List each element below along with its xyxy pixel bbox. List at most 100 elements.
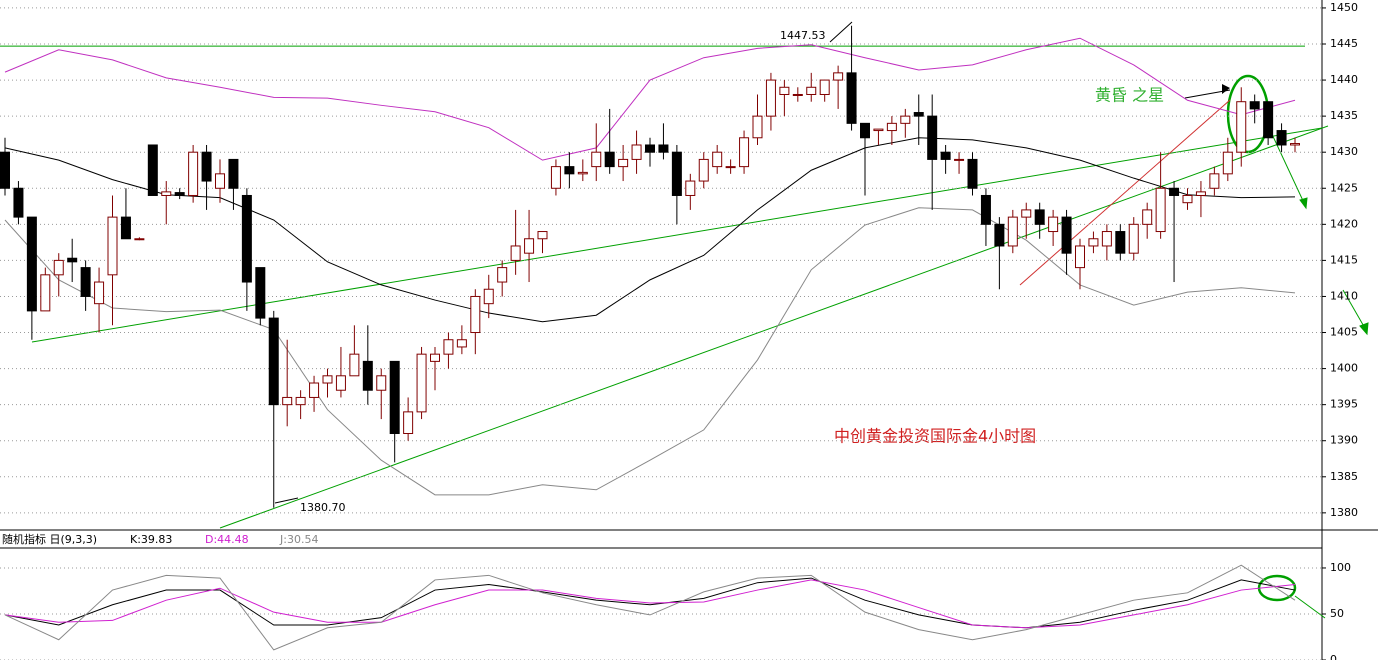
candle-body: [739, 137, 750, 168]
y-tick-label: 1425: [1330, 181, 1358, 194]
y-tick-label: 1410: [1330, 289, 1358, 302]
candle-body: [416, 353, 427, 413]
candle-body: [927, 115, 938, 160]
candle-body: [335, 375, 346, 391]
candle-body: [376, 375, 387, 391]
candle-body: [819, 79, 830, 95]
trend-line: [219, 125, 1329, 529]
y-tick-label: 1440: [1330, 73, 1358, 86]
candle-body: [1236, 101, 1247, 153]
y-tick-label: 1430: [1330, 145, 1358, 158]
candle-body: [1075, 245, 1085, 269]
y-tick-label: 0: [1330, 653, 1337, 660]
arrowhead: [1299, 197, 1308, 210]
legend-entry: K:39.83: [130, 533, 172, 546]
candle-body: [120, 216, 131, 240]
y-tick-label: 1385: [1330, 470, 1358, 483]
y-tick-label: 1435: [1330, 109, 1358, 122]
candle-body: [13, 187, 24, 218]
candle-body: [147, 144, 158, 196]
candle-body: [846, 72, 857, 124]
candle-body: [860, 122, 870, 139]
candle-body: [564, 166, 575, 175]
y-tick-label: 1380: [1330, 506, 1358, 519]
y-tick-label: 1445: [1330, 37, 1358, 50]
candle-body: [1021, 209, 1032, 218]
candle-body: [550, 166, 561, 189]
line: [4, 577, 1296, 629]
candle-body: [309, 382, 320, 398]
candle-body: [1115, 231, 1126, 254]
candle-body: [671, 151, 682, 196]
candle-body: [591, 151, 602, 168]
candle-body: [779, 86, 790, 95]
candle-body: [1101, 231, 1112, 247]
candle-body: [282, 396, 293, 406]
candle-body: [631, 144, 642, 160]
candle-body: [1290, 143, 1300, 146]
candle-body: [698, 158, 709, 182]
y-tick-label: 1420: [1330, 217, 1358, 230]
low-label: 1380.70: [300, 501, 346, 514]
indicator-title: 随机指标 日(9,3,3): [2, 532, 97, 546]
watermark: 中创黄金投资国际金4小时图: [834, 427, 1036, 446]
y-tick-label: 1400: [1330, 362, 1358, 375]
candle-body: [470, 295, 481, 334]
candle-body: [403, 411, 414, 435]
high-pointer: [829, 21, 853, 43]
candle-body: [389, 360, 400, 435]
candle-body: [873, 128, 884, 132]
candle-body: [604, 151, 615, 168]
candle-body: [645, 144, 655, 153]
y-tick-label: 1450: [1330, 1, 1358, 14]
candle-body: [685, 180, 696, 196]
candle-body: [1263, 101, 1274, 139]
candle-body: [1222, 151, 1233, 175]
candle-body: [1034, 209, 1045, 225]
candle-body: [1209, 173, 1220, 189]
candle-body: [174, 192, 185, 196]
candle-body: [1061, 216, 1072, 254]
candle-body: [537, 231, 548, 240]
candle-body: [26, 216, 37, 312]
candle-body: [456, 339, 467, 348]
candle-body: [322, 375, 333, 384]
legend-entry: J:30.54: [279, 533, 318, 546]
candle-body: [1169, 187, 1180, 196]
candle-body: [443, 339, 454, 355]
candle-body: [980, 194, 991, 225]
candle-body: [0, 151, 10, 189]
candle-body: [1048, 216, 1059, 233]
candle-body: [792, 93, 803, 96]
legend-entry: D:44.48: [205, 533, 249, 546]
candle-body: [255, 267, 266, 319]
candle-body: [1182, 194, 1193, 204]
y-tick-label: 1390: [1330, 434, 1358, 447]
candle-body: [510, 245, 521, 261]
candle-body: [618, 158, 629, 168]
candle-body: [201, 151, 212, 182]
candle-body: [349, 353, 360, 377]
candle-body: [188, 151, 199, 196]
red-trend-line: [1019, 99, 1231, 286]
candle-body: [241, 194, 252, 283]
candle-body: [40, 274, 51, 312]
candle-body: [752, 115, 763, 139]
candle-body: [497, 267, 508, 283]
line: [4, 579, 1296, 629]
candle-body: [1088, 238, 1099, 247]
y-tick-label: 1405: [1330, 326, 1358, 339]
y-tick-label: 100: [1330, 561, 1351, 574]
candle-body: [362, 360, 373, 391]
candle-body: [833, 72, 844, 81]
arrowhead: [1222, 84, 1230, 94]
y-tick-label: 1415: [1330, 253, 1358, 266]
candle-body: [900, 115, 911, 124]
candle-body: [228, 158, 239, 189]
candle-body: [940, 151, 951, 160]
candle-body: [1142, 209, 1153, 225]
arrow: [1269, 129, 1306, 206]
candle-body: [215, 173, 225, 189]
